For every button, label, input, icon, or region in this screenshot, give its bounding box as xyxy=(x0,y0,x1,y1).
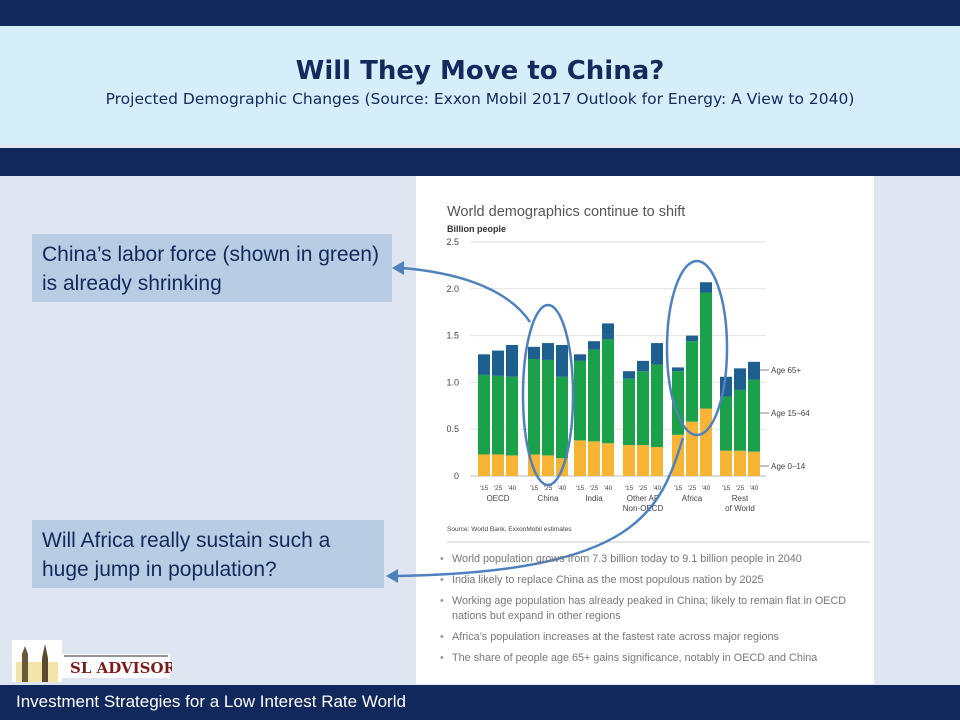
title-band: Will They Move to China? Projected Demog… xyxy=(0,26,960,144)
callout-africa-population: Will Africa really sustain such a huge j… xyxy=(32,520,384,588)
bullet-item: Africa’s population increases at the fas… xyxy=(440,630,870,645)
slide-subtitle: Projected Demographic Changes (Source: E… xyxy=(105,90,855,108)
logo-tower-icon xyxy=(22,646,28,682)
chart-bullets: World population grows from 7.3 billion … xyxy=(440,552,870,672)
bullet-item: India likely to replace China as the mos… xyxy=(440,573,870,588)
callout-china-labor: China’s labor force (shown in green) is … xyxy=(32,234,392,302)
africa-arrow-head xyxy=(386,569,398,583)
china-arrow-head xyxy=(392,261,404,275)
bullet-item: World population grows from 7.3 billion … xyxy=(440,552,870,567)
footer-text: Investment Strategies for a Low Interest… xyxy=(16,692,406,711)
logo-text: SL ADVISORS xyxy=(70,659,172,677)
divider-band xyxy=(0,148,960,176)
footer-band: Investment Strategies for a Low Interest… xyxy=(0,685,960,720)
bullet-item: Working age population has already peake… xyxy=(440,594,870,624)
sl-advisors-logo: SL ADVISORS xyxy=(12,640,172,682)
logo-tower-icon xyxy=(42,644,48,682)
top-band xyxy=(0,0,960,26)
slide-title: Will They Move to China? xyxy=(295,56,665,86)
bullet-item: The share of people age 65+ gains signif… xyxy=(440,651,870,666)
